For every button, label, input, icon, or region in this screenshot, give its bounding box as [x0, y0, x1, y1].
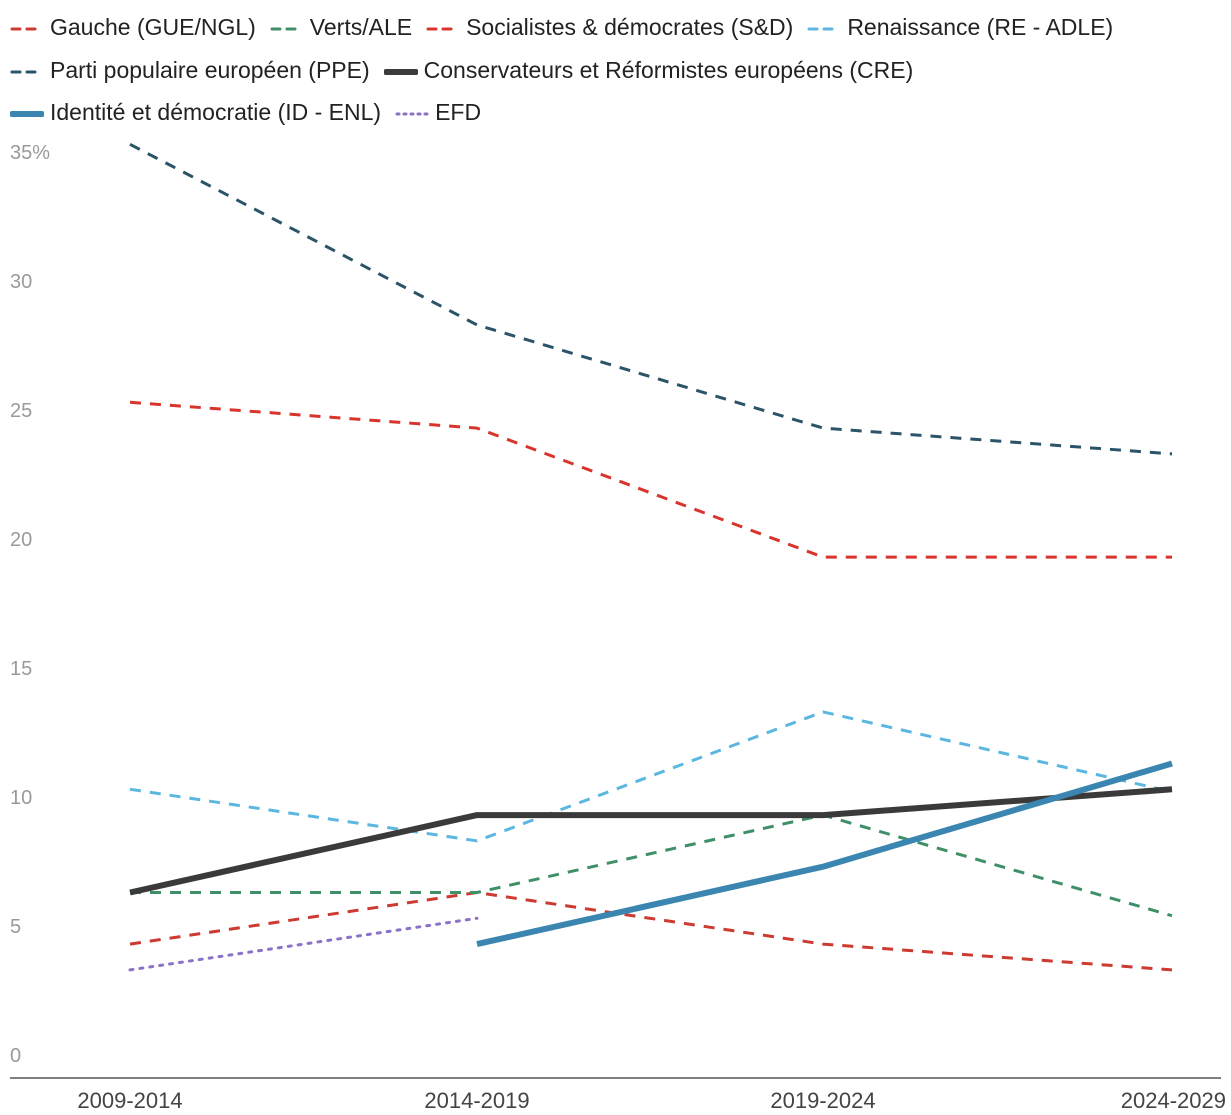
series-line-efd [128, 916, 479, 972]
legend-label: Conservateurs et Réformistes européens (… [423, 56, 914, 83]
legend-label: Verts/ALE [309, 14, 413, 41]
legend-label: Socialistes & démocrates (S&D) [466, 14, 794, 41]
y-tick-label: 0 [10, 1045, 21, 1067]
legend-entry-parti-populaire-europeen-ppe: Parti populaire européen (PPE) [10, 50, 370, 91]
legend-entry-socialistes-democrates-s-d: Socialistes & démocrates (S&D) [426, 7, 793, 48]
series-line-renaissance-re-adle [129, 710, 1173, 843]
x-tick-label: 2019-2024 [770, 1088, 875, 1113]
chart-legend: Gauche (GUE/NGL) Verts/ALE Socialistes & d… [9, 6, 1220, 133]
legend-entry-verts-ale: Verts/ALE [270, 7, 412, 48]
series-lines [128, 142, 1173, 972]
series-line-conservateurs-et-reformistes-europeens-cre [129, 786, 1173, 896]
series-line-identite-et-democratie-id-enl [476, 760, 1173, 948]
legend-swatch [9, 111, 45, 118]
legend-swatch [807, 27, 841, 31]
y-tick-label: 25 [10, 400, 32, 422]
series-line-gauche-gue-ngl [129, 891, 1173, 972]
legend-swatch [10, 27, 44, 31]
x-tick-label: 2009-2014 [77, 1088, 182, 1113]
legend-label: Parti populaire européen (PPE) [50, 56, 370, 83]
y-tick-label: 30 [10, 271, 32, 293]
series-line-socialistes-democrates-s-d [129, 400, 1172, 559]
series-line-verts-ale [130, 813, 1173, 918]
x-tick-label: 2014-2019 [424, 1088, 529, 1113]
legend-entry-identite-et-democratie-id-enl: Identité et démocratie (ID - ENL) [9, 92, 382, 133]
y-tick-label: 10 [10, 787, 32, 809]
legend-entry-conservateurs-et-reformistes-europeens-cre: Conservateurs et Réformistes européens (… [382, 50, 914, 91]
series-line-parti-populaire-europeen-ppe [129, 142, 1173, 456]
y-axis-ticks: 35% 30 25 20 15 10 5 0 [10, 142, 50, 1067]
legend-swatch [395, 112, 429, 116]
y-tick-label: 20 [10, 529, 32, 551]
legend-label: Identité et démocratie (ID - ENL) [50, 99, 382, 126]
legend-entry-gauche-gue-ngl: Gauche (GUE/NGL) [10, 7, 256, 48]
y-tick-label: 15 [10, 658, 32, 680]
legend-label: EFD [435, 99, 482, 126]
legend-swatch [10, 70, 44, 74]
legend-entry-renaissance-re-adle: Renaissance (RE - ADLE) [807, 7, 1113, 48]
y-tick-label: 35% [10, 142, 50, 164]
legend-label: Renaissance (RE - ADLE) [847, 14, 1114, 41]
legend-label: Gauche (GUE/NGL) [50, 14, 256, 41]
legend-entry-efd: EFD [395, 92, 481, 133]
legend-swatch [382, 68, 419, 75]
x-tick-label: 2024-2029 [1121, 1088, 1226, 1113]
x-axis: 2009-2014 2014-2019 2019-2024 2024-2029 [10, 1077, 1226, 1113]
legend-swatch [426, 27, 460, 31]
legend-swatch [270, 27, 304, 31]
y-tick-label: 5 [10, 916, 21, 938]
